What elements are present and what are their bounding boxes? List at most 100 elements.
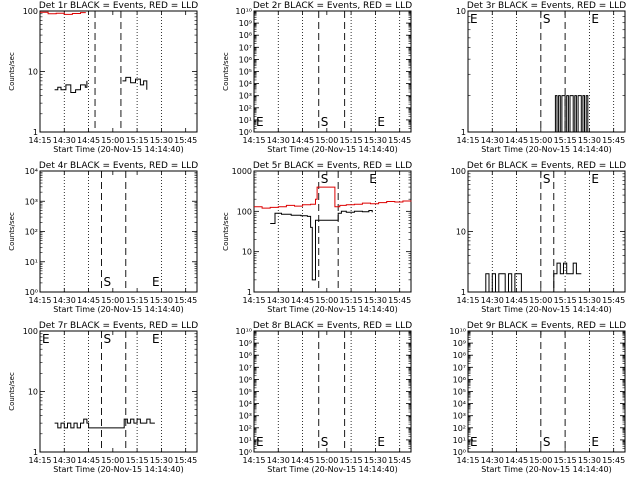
x-tick-label: 14:15 bbox=[242, 136, 265, 145]
x-axis-label: Start Time (20-Nov-15 14:14:40) bbox=[267, 145, 397, 154]
x-tick-label: 14:30 bbox=[267, 456, 290, 465]
x-tick-label: 15:45 bbox=[388, 136, 411, 145]
marker-s: S bbox=[104, 275, 112, 289]
y-tick-label: 10² bbox=[239, 104, 252, 113]
y-tick-label: 10³ bbox=[453, 412, 466, 421]
x-tick-label: 14:15 bbox=[28, 296, 51, 305]
x-tick-label: 14:30 bbox=[267, 136, 290, 145]
x-tick-label: 15:15 bbox=[554, 456, 577, 465]
y-tick-label: 1 bbox=[461, 288, 466, 297]
x-tick-label: 15:30 bbox=[364, 456, 387, 465]
marker-e: E bbox=[377, 435, 385, 449]
x-tick-label: 14:15 bbox=[242, 456, 265, 465]
x-tick-label: 14:30 bbox=[53, 136, 76, 145]
panel-title: Det 4r BLACK = Events, RED = LLD bbox=[39, 161, 198, 171]
x-tick-label: 15:30 bbox=[578, 296, 601, 305]
y-tick-label: 100 bbox=[23, 327, 38, 336]
x-axis-label: Start Time (20-Nov-15 14:14:40) bbox=[481, 465, 611, 474]
x-tick-label: 15:00 bbox=[529, 456, 552, 465]
y-tick-label: 10⁴ bbox=[25, 167, 38, 176]
panel-title: Det 8r BLACK = Events, RED = LLD bbox=[253, 321, 412, 331]
y-tick-label: 10 bbox=[456, 228, 466, 237]
x-tick-label: 14:30 bbox=[481, 136, 504, 145]
marker-s: S bbox=[321, 172, 329, 186]
x-tick-label: 15:45 bbox=[388, 296, 411, 305]
y-tick-label: 10¹ bbox=[239, 436, 252, 445]
x-axis-label: Start Time (20-Nov-15 14:14:40) bbox=[481, 305, 611, 314]
y-tick-label: 1000 bbox=[232, 167, 252, 176]
x-tick-label: 14:45 bbox=[291, 456, 314, 465]
x-tick-label: 15:00 bbox=[101, 296, 124, 305]
x-tick-label: 14:15 bbox=[456, 296, 479, 305]
y-tick-label: 1 bbox=[33, 128, 38, 137]
x-axis-label: Start Time (20-Nov-15 14:14:40) bbox=[53, 305, 183, 314]
y-tick-label: 10⁹ bbox=[453, 339, 466, 348]
x-tick-label: 15:15 bbox=[340, 456, 363, 465]
y-tick-label: 1 bbox=[247, 288, 252, 297]
x-tick-label: 14:45 bbox=[77, 136, 100, 145]
marker-s: S bbox=[321, 435, 329, 449]
x-tick-label: 14:45 bbox=[291, 136, 314, 145]
y-tick-label: 10⁵ bbox=[239, 388, 252, 397]
x-tick-label: 15:30 bbox=[364, 296, 387, 305]
x-tick-label: 14:15 bbox=[28, 456, 51, 465]
y-tick-label: 10⁶ bbox=[239, 375, 252, 384]
x-tick-label: 15:00 bbox=[529, 296, 552, 305]
plot-frame bbox=[467, 330, 626, 453]
y-tick-label: 10⁸ bbox=[453, 351, 466, 360]
y-axis-label: Counts/sec bbox=[222, 52, 230, 91]
x-tick-label: 15:30 bbox=[150, 296, 173, 305]
x-axis-label: Start Time (20-Nov-15 14:14:40) bbox=[481, 145, 611, 154]
y-tick-label: 10⁹ bbox=[239, 19, 252, 28]
y-tick-label: 10³ bbox=[239, 412, 252, 421]
x-tick-label: 14:30 bbox=[267, 296, 290, 305]
plot-frame bbox=[39, 170, 198, 293]
x-tick-label: 14:45 bbox=[77, 456, 100, 465]
x-axis-label: Start Time (20-Nov-15 14:14:40) bbox=[267, 305, 397, 314]
x-tick-label: 15:15 bbox=[340, 136, 363, 145]
y-tick-label: 10⁷ bbox=[239, 43, 252, 52]
y-tick-label: 10² bbox=[453, 424, 466, 433]
y-tick-label: 10³ bbox=[25, 197, 38, 206]
x-tick-label: 14:45 bbox=[505, 456, 528, 465]
plot-frame bbox=[467, 170, 626, 293]
y-tick-label: 10¹ bbox=[453, 436, 466, 445]
y-tick-label: 10¹ bbox=[239, 116, 252, 125]
y-tick-label: 10⁴ bbox=[453, 400, 466, 409]
marker-e: E bbox=[591, 435, 599, 449]
panel-title: Det 6r BLACK = Events, RED = LLD bbox=[467, 161, 626, 171]
y-tick-label: 10⁰ bbox=[25, 288, 38, 297]
x-tick-label: 15:00 bbox=[315, 296, 338, 305]
x-tick-label: 14:30 bbox=[481, 296, 504, 305]
marker-e: E bbox=[42, 332, 50, 346]
marker-s: S bbox=[104, 332, 112, 346]
x-tick-label: 14:15 bbox=[456, 136, 479, 145]
x-tick-label: 15:45 bbox=[388, 456, 411, 465]
y-tick-label: 10¹⁰ bbox=[235, 327, 252, 336]
y-axis-label: Counts/sec bbox=[8, 372, 16, 411]
x-tick-label: 15:45 bbox=[174, 136, 197, 145]
x-tick-label: 15:30 bbox=[578, 456, 601, 465]
series-events bbox=[54, 76, 148, 93]
plot-frame bbox=[39, 10, 198, 133]
series-events bbox=[553, 95, 589, 133]
x-tick-label: 15:15 bbox=[340, 296, 363, 305]
x-axis-label: Start Time (20-Nov-15 14:14:40) bbox=[53, 465, 183, 474]
y-tick-label: 10⁵ bbox=[239, 68, 252, 77]
marker-e: E bbox=[256, 115, 264, 129]
y-tick-label: 10¹⁰ bbox=[449, 327, 466, 336]
y-tick-label: 10² bbox=[239, 424, 252, 433]
x-tick-label: 14:45 bbox=[505, 296, 528, 305]
marker-s: S bbox=[543, 435, 551, 449]
x-tick-label: 15:00 bbox=[315, 136, 338, 145]
x-tick-label: 15:30 bbox=[150, 136, 173, 145]
marker-e: E bbox=[470, 435, 478, 449]
x-tick-label: 15:15 bbox=[126, 456, 149, 465]
panel-title: Det 3r BLACK = Events, RED = LLD bbox=[467, 1, 626, 11]
marker-e: E bbox=[470, 12, 478, 26]
